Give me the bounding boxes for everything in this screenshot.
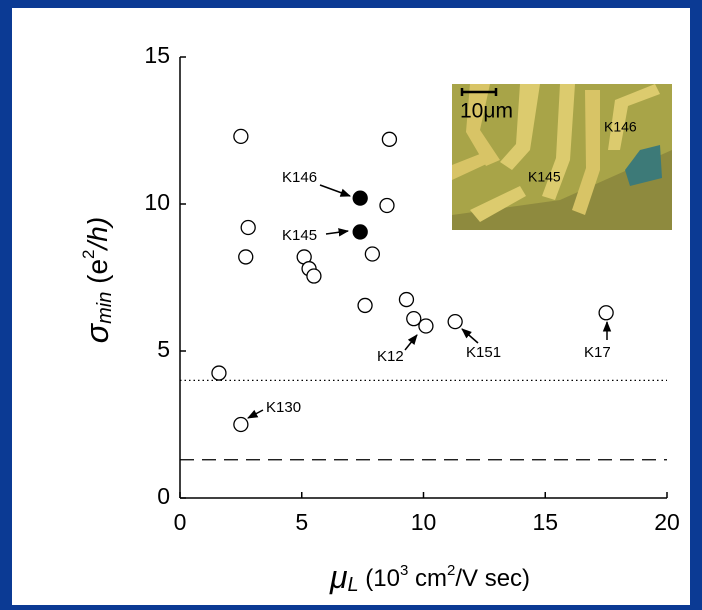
point: [379, 197, 395, 214]
x-tick-label: 5: [295, 509, 308, 535]
y-tick-label: 5: [157, 336, 170, 362]
point: [381, 131, 398, 147]
y-tick-label: 0: [157, 483, 170, 509]
y-axis-label: σmin (e2/h): [79, 217, 116, 343]
annotation: K146: [282, 169, 317, 186]
annotation-arrows: [247, 184, 612, 419]
annotation: K17: [584, 344, 611, 361]
point: [233, 416, 249, 433]
point: [211, 365, 227, 381]
annotation: K130: [266, 399, 301, 416]
x-tick-label: 20: [654, 509, 680, 535]
point: [364, 246, 381, 262]
point: [233, 128, 249, 145]
inset-label: K146: [604, 119, 637, 135]
y-tick-label: 10: [144, 189, 170, 215]
x-tick-label: 0: [174, 509, 187, 535]
inset-label: K145: [528, 169, 561, 185]
point: [352, 224, 368, 240]
point: [406, 311, 422, 327]
point: [240, 219, 256, 236]
point: [447, 313, 463, 330]
x-axis-label: μL (103 cm2/V sec): [329, 559, 530, 596]
point: [357, 297, 373, 314]
point: [352, 190, 368, 206]
inset-scale: 10μm: [460, 100, 513, 123]
annotation: K145: [282, 227, 317, 244]
point: [398, 291, 415, 308]
inset-photo: 10μm K146 K145: [452, 84, 672, 230]
point: [238, 249, 254, 265]
point: [418, 318, 434, 334]
point: [306, 268, 322, 284]
point: [598, 305, 614, 321]
x-tick-label: 10: [411, 509, 437, 535]
annotation: K12: [377, 348, 404, 365]
x-tick-label: 15: [532, 509, 558, 535]
annotation: K151: [466, 344, 501, 361]
y-tick-label: 15: [144, 42, 170, 68]
